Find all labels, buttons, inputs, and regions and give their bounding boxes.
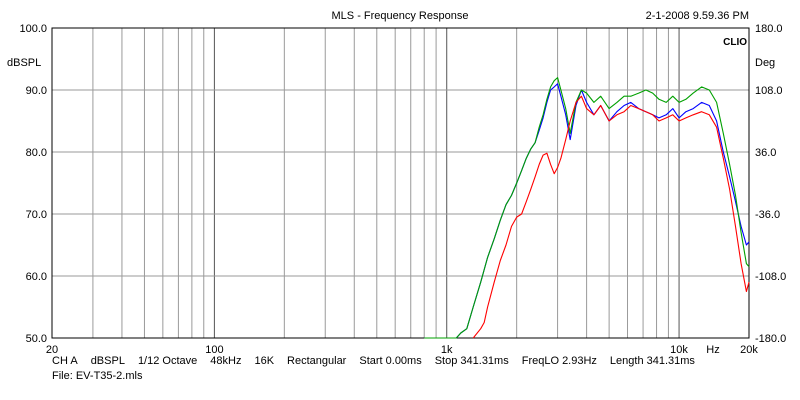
chart-timestamp: 2-1-2008 9.59.36 PM (646, 10, 749, 22)
x-tick-label: 100 (205, 344, 223, 356)
footer-length: Length 341.31ms (609, 355, 695, 367)
brand-label: CLIO (723, 37, 747, 48)
y2-tick-label: 180.0 (755, 23, 783, 35)
footer-channel: CH A (52, 355, 78, 367)
y-axis-label: dBSPL (7, 57, 41, 69)
footer-smoothing: 1/12 Octave (137, 355, 198, 367)
y2-tick-label: -36.0 (755, 209, 780, 221)
y2-axis-ticks: -180.0 -108.0 -36.0 36.0 108.0 180.0 (755, 23, 786, 345)
footer-size: 16K (254, 355, 275, 367)
y2-axis-label: Deg (755, 57, 775, 69)
footer-sample-rate: 48kHz (210, 355, 242, 367)
series-layer (424, 77, 750, 339)
y2-tick-label: -180.0 (755, 333, 786, 345)
y2-tick-label: 36.0 (755, 147, 776, 159)
vertical-grid (51, 28, 750, 338)
horizontal-grid (52, 27, 749, 339)
x-tick-label: 1k (441, 344, 453, 356)
x-tick-label: Hz (706, 344, 719, 356)
footer-stop: Stop 341.31ms (434, 355, 509, 367)
footer-window: Rectangular (287, 355, 347, 367)
x-axis-ticks: 20 100 1k 10k Hz 20k (46, 344, 758, 356)
y-axis-ticks: 50.0 60.0 70.0 80.0 90.0 100.0 (19, 23, 47, 345)
y-tick-label: 70.0 (26, 209, 47, 221)
footer-start: Start 0.00ms (359, 355, 422, 367)
y2-tick-label: 108.0 (755, 85, 783, 97)
y-tick-label: 50.0 (26, 333, 47, 345)
y-tick-label: 100.0 (19, 23, 47, 35)
footer-freqlo: FreqLO 2.93Hz (521, 355, 597, 367)
plot-frame (51, 27, 750, 339)
footer-settings: CH A dBSPL 1/12 Octave 48kHz 16K Rectangular S… (52, 355, 708, 367)
chart-title: MLS - Frequency Response (332, 10, 469, 22)
y2-tick-label: -108.0 (755, 271, 786, 283)
series-line-3 (472, 95, 750, 339)
y-tick-label: 90.0 (26, 85, 47, 97)
footer-file: File: EV-T35-2.mls (52, 370, 143, 382)
x-tick-label: 20 (46, 344, 58, 356)
series-line-2 (424, 77, 750, 339)
x-tick-label: 10k (670, 344, 688, 356)
x-tick-label: 20k (740, 344, 758, 356)
footer-unit: dBSPL (90, 355, 125, 367)
y-tick-label: 80.0 (26, 147, 47, 159)
y-tick-label: 60.0 (26, 271, 47, 283)
